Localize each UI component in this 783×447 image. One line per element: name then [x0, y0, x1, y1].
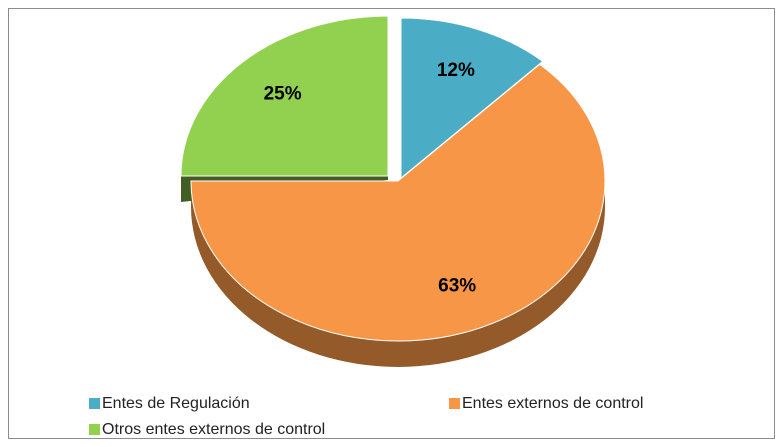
data-label: 63%	[438, 276, 476, 297]
data-label: 25%	[264, 84, 302, 105]
legend-swatch	[89, 424, 100, 435]
legend-label: Otros entes externos de control	[102, 421, 325, 438]
slice	[190, 63, 606, 342]
legend-swatch	[89, 398, 100, 409]
legend-label: Entes de Regulación	[102, 395, 250, 412]
legend-swatch	[449, 398, 460, 409]
slice	[180, 15, 389, 177]
data-label: 12%	[437, 60, 475, 81]
legend-label: Entes externos de control	[462, 395, 643, 412]
slice-side	[191, 181, 605, 367]
slice	[400, 17, 544, 180]
